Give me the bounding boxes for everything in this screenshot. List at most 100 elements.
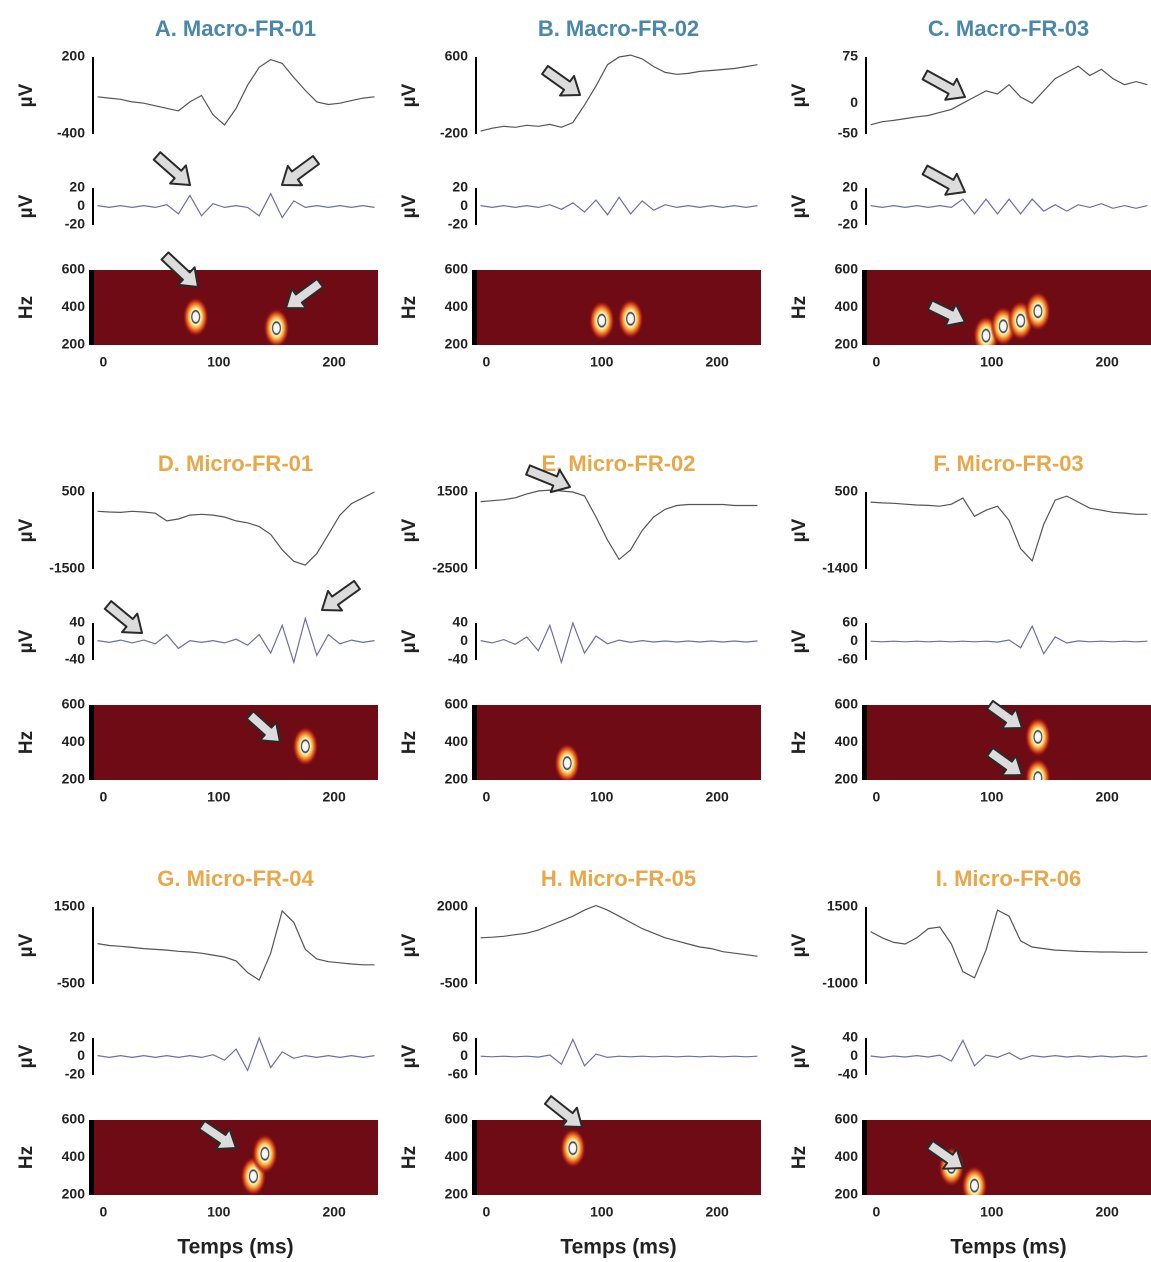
x-tick-label: 100: [207, 789, 231, 805]
annotation-arrow: [921, 69, 966, 101]
y-tick-label: 200: [445, 1186, 469, 1202]
x-tick-label: 200: [1095, 789, 1119, 805]
power-blob: [554, 743, 581, 780]
x-axis-label: Temps (ms): [950, 1236, 1066, 1259]
y-tick-label: 600: [835, 696, 859, 712]
y-axis-label: µV: [399, 83, 420, 107]
y-tick-label: 0: [460, 197, 468, 213]
y-axis-label: Hz: [789, 1146, 810, 1169]
panel-title: A. Macro-FR-01: [155, 16, 316, 41]
x-tick-label: 100: [207, 1204, 231, 1220]
y-axis-label: µV: [399, 194, 420, 218]
x-tick-label: 200: [322, 789, 346, 805]
panel-title: H. Micro-FR-05: [541, 866, 696, 891]
annotation-arrow: [986, 699, 1023, 730]
spectrogram-bg: [93, 705, 378, 780]
annotation-arrow: [285, 278, 324, 310]
y-axis-label: µV: [789, 194, 810, 218]
y-axis-label: Hz: [16, 731, 37, 754]
trace: [97, 909, 375, 981]
y-tick-label: 400: [62, 733, 86, 749]
panel-title: I. Micro-FR-06: [936, 866, 1081, 891]
x-tick-label: 0: [99, 354, 107, 370]
axis-strip: [89, 270, 94, 345]
power-blob: [263, 308, 290, 345]
trace: [97, 192, 375, 219]
trace: [480, 904, 758, 957]
spectrogram-bg: [476, 705, 761, 780]
y-tick-label: -40: [838, 1066, 858, 1082]
y-tick-label: -200: [440, 125, 468, 141]
axis-strip: [862, 270, 867, 345]
y-axis-label: Hz: [399, 731, 420, 754]
y-tick-label: 200: [835, 1186, 859, 1202]
y-tick-label: 600: [62, 1111, 86, 1127]
y-axis-label: Hz: [789, 296, 810, 319]
panel-title: F. Micro-FR-03: [933, 451, 1083, 476]
y-tick-label: 400: [445, 298, 469, 314]
trace: [870, 65, 1148, 126]
y-tick-label: 60: [452, 1029, 468, 1045]
trace: [97, 1036, 375, 1072]
annotation-arrow: [986, 746, 1023, 777]
y-tick-label: 200: [445, 336, 469, 352]
axis-strip: [89, 1120, 94, 1195]
y-tick-label: 1500: [54, 898, 85, 914]
x-tick-label: 100: [980, 1204, 1004, 1220]
y-tick-label: 200: [62, 48, 86, 64]
y-tick-label: 400: [445, 733, 469, 749]
trace: [97, 491, 375, 566]
x-tick-label: 0: [872, 789, 880, 805]
y-tick-label: 600: [62, 696, 86, 712]
y-tick-label: 200: [835, 771, 859, 787]
y-tick-label: 0: [77, 1047, 85, 1063]
axis-strip: [472, 270, 477, 345]
y-tick-label: -20: [65, 216, 85, 232]
power-blob: [961, 1165, 988, 1195]
power-blob: [588, 300, 615, 341]
y-tick-label: 400: [835, 1148, 859, 1164]
x-axis-label: Temps (ms): [560, 1236, 676, 1259]
trace: [97, 58, 375, 126]
panel-title: C. Macro-FR-03: [928, 16, 1089, 41]
power-blob: [617, 298, 644, 339]
x-tick-label: 100: [980, 354, 1004, 370]
trace: [97, 616, 375, 665]
y-tick-label: 20: [452, 179, 468, 195]
annotation-arrow: [321, 579, 361, 612]
panel-title: D. Micro-FR-01: [158, 451, 313, 476]
y-tick-label: 600: [445, 1111, 469, 1127]
y-axis-label: Hz: [399, 296, 420, 319]
x-tick-label: 0: [482, 789, 490, 805]
y-tick-label: 20: [842, 179, 858, 195]
y-tick-label: 200: [62, 771, 86, 787]
y-axis-label: Hz: [16, 296, 37, 319]
y-tick-label: 2000: [437, 898, 468, 914]
y-tick-label: -500: [440, 975, 468, 991]
y-tick-label: -40: [448, 651, 468, 667]
x-tick-label: 0: [99, 789, 107, 805]
trace: [870, 1038, 1148, 1067]
x-tick-label: 100: [980, 789, 1004, 805]
y-tick-label: 400: [62, 1148, 86, 1164]
axis-strip: [472, 705, 477, 780]
axis-strip: [862, 705, 867, 780]
annotation-arrow: [281, 155, 320, 187]
y-tick-label: 20: [69, 1029, 85, 1045]
annotation-arrow: [152, 151, 191, 186]
x-tick-label: 200: [322, 1204, 346, 1220]
y-tick-label: -20: [838, 216, 858, 232]
y-tick-label: -20: [448, 216, 468, 232]
annotation-arrow: [926, 1139, 964, 1170]
panel-title: G. Micro-FR-04: [157, 866, 314, 891]
y-tick-label: 200: [62, 1186, 86, 1202]
annotation-arrow: [160, 251, 199, 288]
y-tick-label: -50: [838, 125, 858, 141]
trace: [870, 624, 1148, 656]
y-tick-label: 75: [842, 48, 858, 64]
y-axis-label: µV: [16, 1044, 37, 1068]
y-tick-label: 400: [62, 298, 86, 314]
x-tick-label: 100: [590, 354, 614, 370]
y-tick-label: 60: [842, 614, 858, 630]
x-tick-label: 0: [482, 354, 490, 370]
